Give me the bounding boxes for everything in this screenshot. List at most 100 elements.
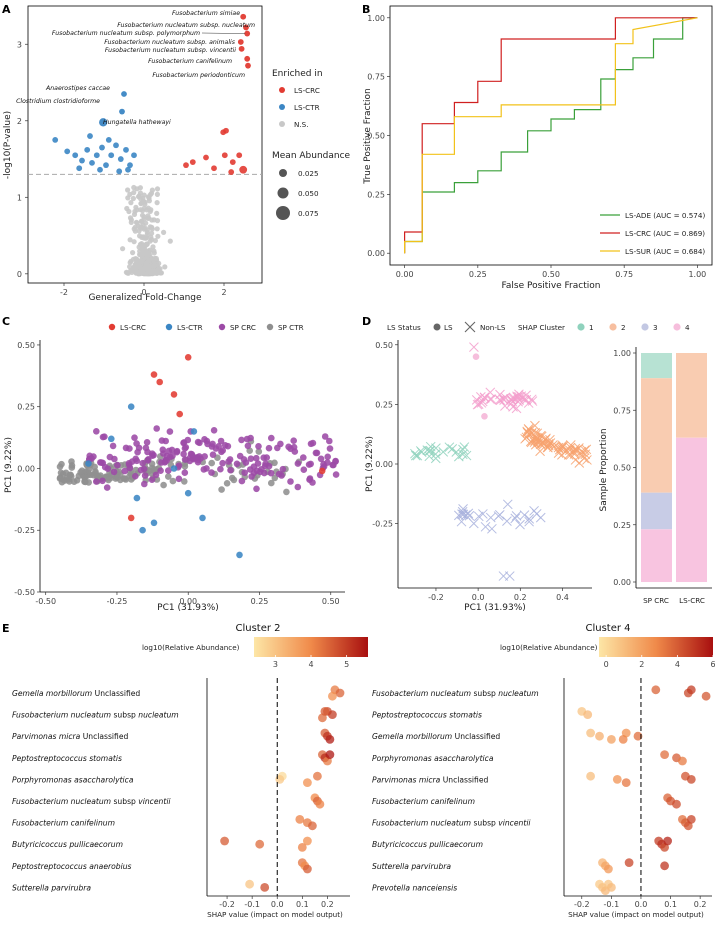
pca-point [90,453,97,460]
shap-point [315,799,325,809]
significant-point [72,152,79,159]
panel-letter-b: B [362,3,370,16]
x-tick-label: 0.50 [322,597,340,606]
ns-point [131,264,137,270]
non-ls-point [535,439,546,450]
x-tick-label: 0.25 [469,270,487,279]
shap-point [295,815,305,824]
pca-point [208,469,215,476]
pca-point [294,483,302,491]
legend-ns-marker [279,121,285,127]
x-tick-label: 0.25 [251,597,269,606]
colorbar-tick-label: 2 [639,660,644,669]
y-tick-label: 0.75 [367,73,385,82]
ns-point [145,194,152,200]
non-ls-point [425,445,436,456]
feature-label: Peptostreptococcus anaerobius [12,862,132,871]
point-label: Hungatella hathewayi [103,118,171,126]
ns-point [145,215,151,221]
shap-point [660,861,669,871]
ns-point [138,224,144,230]
pca-point [287,478,294,485]
pca-point [294,460,302,467]
ns-point [127,191,133,197]
panel-c-x-axis-title: PC1 (31.93%) [157,603,219,613]
pca-point [101,433,108,441]
feature-label: Sutterella parvirubra [12,883,91,892]
shap-point [607,735,616,744]
non-ls-point [542,442,553,453]
cluster-2-title: Cluster 2 [235,623,280,634]
x-tick-label: 0.00 [179,597,197,606]
x-tick-label: -0.2 [219,900,235,909]
shap-point [672,799,681,809]
x-tick-label: -2 [60,288,68,297]
pca-point [181,463,189,470]
panel-letter-a: A [2,3,11,16]
panel-d-x-axis-title: PC1 (31.93%) [464,603,526,613]
pca-point [108,435,115,443]
ns-point [149,187,155,193]
ns-point [150,244,156,250]
non-ls-point [570,455,581,465]
x-tick-label: 0.1 [296,900,309,909]
point-label: Clostridium clostridioforme [16,97,100,105]
pca-point [181,478,188,485]
non-ls-point [536,431,547,442]
pca-point [103,484,111,491]
pca-point [324,453,332,461]
significant-point [220,129,227,136]
x-tick-label: 2 [221,288,226,297]
labeled-point [240,13,247,20]
pca-point [173,447,181,455]
y-tick-label: 0 [17,270,22,279]
ns-point [149,226,155,232]
pca-point [152,471,160,479]
significant-point [239,165,248,174]
ns-point [125,187,131,193]
pca-point [159,446,167,454]
bar-category-sp-crc: SP CRC [643,596,669,605]
legend-size-small-marker [279,169,287,177]
ns-point [154,210,160,216]
panel-e-shap-beeswarm: E Cluster 2 log10(Relative Abundance) 3 4… [2,622,715,919]
panel-a-volcano-plot: A Fusobacterium simiae Fusobacterium nucl… [2,3,351,303]
y-tick-label: 3 [17,40,22,49]
ns-point [167,238,173,244]
pca-point [223,480,231,487]
ns-point [123,269,129,275]
non-ls-point [568,446,579,457]
y-tick-label: 0.00 [613,578,631,587]
pca-point [254,460,262,467]
pca-point [110,468,118,476]
significant-point [103,162,109,169]
pca-point [114,474,121,481]
ns-point [154,226,160,232]
ns-point [149,230,155,236]
ns-point [147,264,153,270]
colorbar-tick-label: 0 [604,660,609,669]
ns-point [139,212,146,218]
pca-point [109,442,117,450]
legend-ls-crc-label: LS-CRC [294,86,320,95]
panel-d-y-axis-title: PC1 (9.22%) [365,436,375,492]
pca-point [65,476,72,483]
x-tick-label: 1.00 [688,270,706,279]
pca-point [268,479,275,487]
pca-point [127,403,135,411]
non-ls-point [457,509,467,519]
pca-point [246,466,254,473]
pca-point [283,488,290,496]
y-tick-label: 0.00 [367,249,385,258]
legend-ls-crc-roc-label: LS-CRC (AUC = 0.869) [625,229,705,238]
pca-point [317,455,325,463]
ns-point [137,190,143,196]
pca-point [218,448,225,456]
non-ls-point [438,447,449,457]
cluster-4-ticks: -0.2 -0.1 0.0 0.1 0.2 [574,896,707,909]
non-ls-point [469,342,479,353]
pca-point [321,433,329,440]
non-ls-point [457,506,468,517]
panel-b-frame [389,5,713,266]
significant-point [105,137,112,143]
